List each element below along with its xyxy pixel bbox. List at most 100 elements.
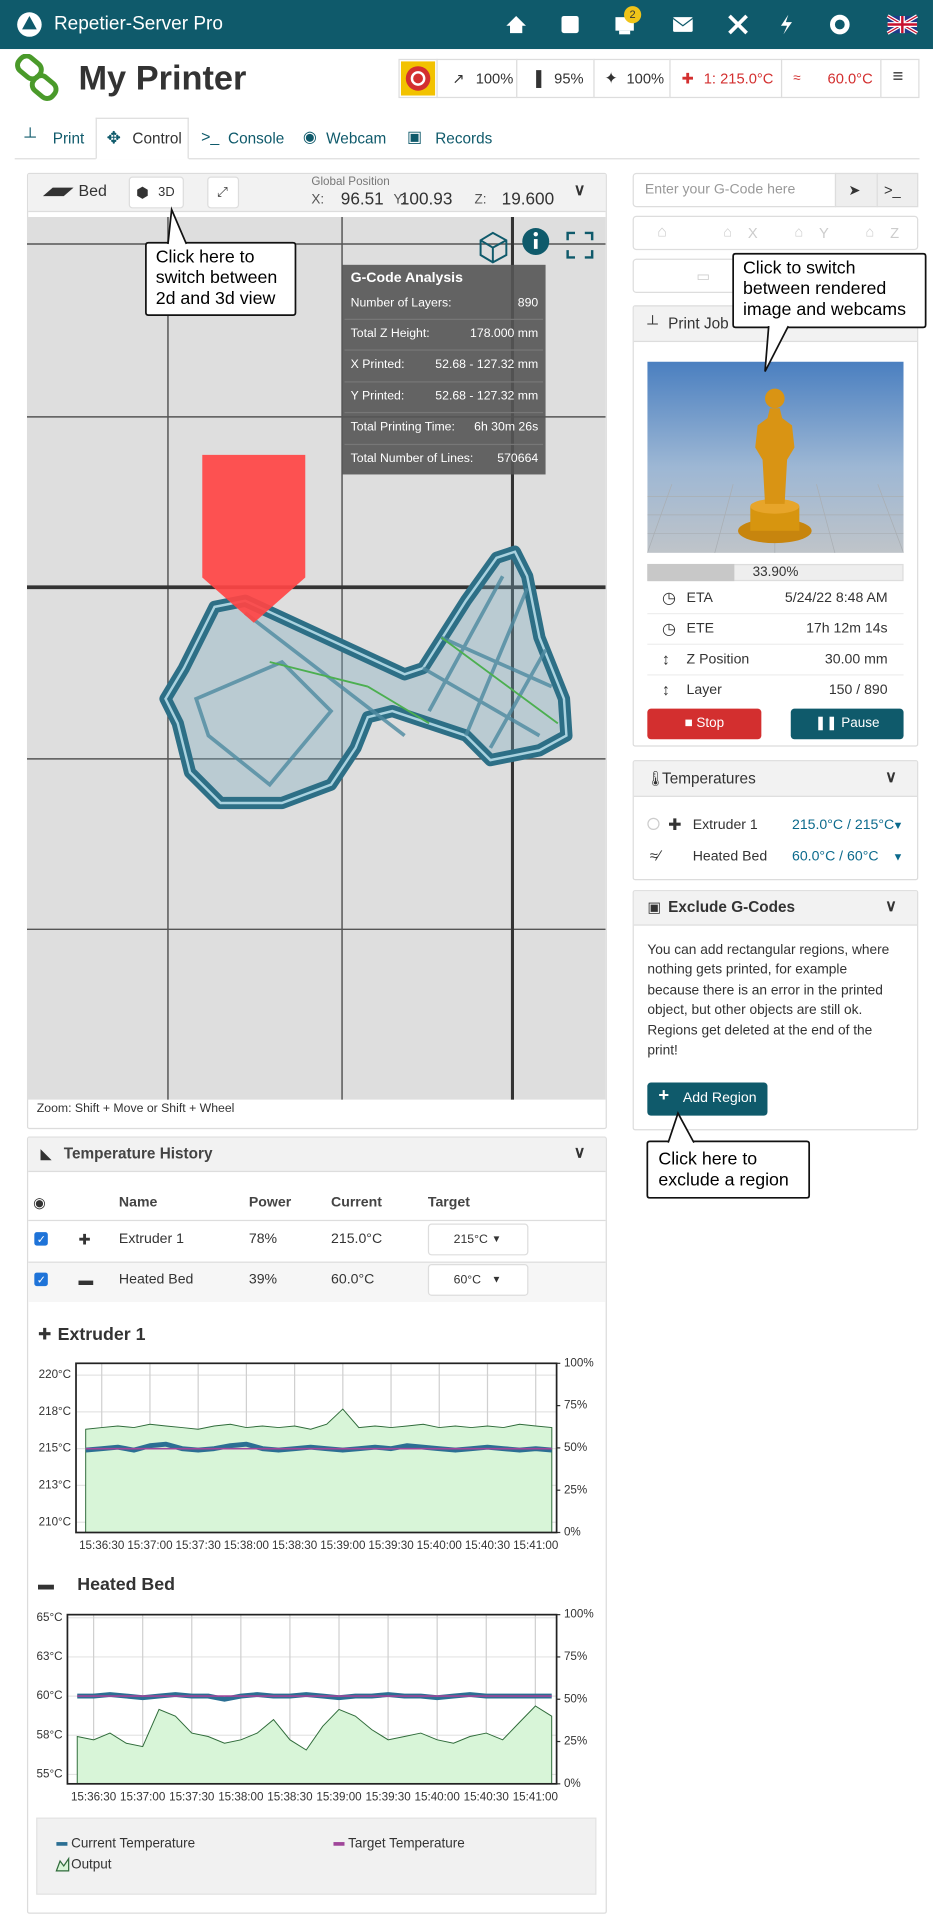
- z-position: 19.600: [501, 188, 555, 209]
- radio[interactable]: [647, 817, 660, 831]
- tab-line: [14, 158, 920, 160]
- chevron[interactable]: ∨: [885, 767, 897, 786]
- home-icon[interactable]: ⌂: [794, 223, 804, 241]
- bed-temp: 60.0°C: [827, 69, 873, 88]
- progress-label: 33.90%: [752, 565, 799, 580]
- gcode-input[interactable]: [632, 172, 837, 208]
- pause-button[interactable]: [790, 708, 904, 740]
- archive-icon[interactable]: [561, 15, 579, 34]
- table-header: [28, 1184, 606, 1222]
- position-label: Global Position: [311, 175, 390, 189]
- print-job-icon: ┴: [647, 315, 658, 333]
- chevron[interactable]: ∨: [885, 896, 897, 915]
- home-z[interactable]: Z: [890, 224, 900, 242]
- row-icon: ↕: [662, 680, 671, 699]
- stop-label: ■ Stop: [647, 714, 761, 734]
- job-label: ETE: [686, 621, 714, 637]
- printer-name: My Printer: [78, 58, 247, 97]
- tab[interactable]: Records: [435, 129, 493, 148]
- decoration: [22, 15, 37, 30]
- home-icon[interactable]: ⌂: [865, 223, 875, 241]
- pause-text: Pause: [841, 715, 880, 731]
- extra-icon: ▭: [696, 267, 711, 285]
- target-dropdown[interactable]: [427, 1264, 529, 1296]
- menu-button[interactable]: [880, 58, 920, 99]
- exclude-title: Exclude G-Codes: [668, 898, 796, 916]
- decoration: [750, 498, 800, 514]
- row-separator: [647, 674, 904, 676]
- fullscreen-icon[interactable]: [728, 14, 748, 35]
- chevron[interactable]: ∨: [573, 1142, 586, 1162]
- checkbox[interactable]: [34, 1272, 48, 1287]
- analysis-value: 178.000 mm: [470, 327, 539, 341]
- decoration: [410, 71, 426, 86]
- expand-button[interactable]: [207, 176, 240, 209]
- row-icon: ◷: [662, 619, 676, 638]
- dropdown-caret[interactable]: ▼: [892, 850, 904, 864]
- tab[interactable]: Control: [132, 129, 182, 148]
- fan-icon: ✦: [604, 68, 618, 88]
- heater-temp[interactable]: 215.0°C / 215°C: [791, 817, 895, 833]
- tab[interactable]: Console: [228, 129, 285, 148]
- extruder-box[interactable]: [669, 58, 783, 99]
- checkbox[interactable]: [34, 1232, 48, 1246]
- app-name: Repetier-Server Pro: [53, 13, 223, 35]
- job-label: Layer: [686, 682, 722, 698]
- console-icon: >_: [883, 181, 901, 199]
- chevron[interactable]: ∨: [573, 180, 586, 199]
- job-label: Z Position: [686, 652, 750, 667]
- messages-icon[interactable]: [673, 17, 693, 32]
- tab[interactable]: Print: [52, 129, 85, 148]
- heater-power: 39%: [248, 1272, 278, 1288]
- expand-icon: ⤢: [217, 185, 228, 200]
- tab[interactable]: Webcam: [326, 129, 387, 148]
- extruder-icon: ✚: [668, 815, 682, 834]
- decoration: [765, 388, 785, 409]
- bed-view[interactable]: [26, 217, 606, 1100]
- home-all[interactable]: ⌂: [657, 221, 667, 241]
- speed-box[interactable]: [436, 58, 518, 99]
- bed-box[interactable]: [780, 58, 882, 99]
- power-icon[interactable]: [780, 14, 792, 35]
- column-header: Name: [118, 1195, 158, 1211]
- home-x[interactable]: X: [747, 224, 758, 242]
- settings-icon[interactable]: [830, 14, 850, 35]
- x-label: X:: [311, 192, 325, 208]
- home-icon[interactable]: ⌂: [723, 223, 733, 241]
- decoration: [533, 231, 538, 237]
- heater-temp[interactable]: 60.0°C / 60°C: [791, 849, 879, 865]
- extruder-temp: 1: 215.0°C: [703, 69, 774, 88]
- bed-title: Bed: [78, 181, 107, 200]
- visibility-icon: ◉: [33, 1194, 46, 1212]
- decoration: [533, 239, 538, 249]
- temperatures-title: Temperatures: [662, 769, 756, 788]
- analysis-label: X Printed:: [350, 357, 405, 372]
- dropdown-caret: ▼: [491, 1273, 502, 1285]
- check-mark: ✓: [36, 1233, 47, 1246]
- dropdown-caret[interactable]: ▼: [892, 818, 904, 832]
- decoration: [422, 575, 553, 749]
- active-tab: [95, 117, 189, 160]
- progress-bar: [647, 563, 735, 582]
- pause-label: ❚❚ Pause: [791, 714, 904, 734]
- decoration: [193, 611, 406, 788]
- analysis-separator: [344, 318, 544, 320]
- row-icon: ◷: [662, 588, 676, 607]
- add-region-button[interactable]: [647, 1082, 768, 1116]
- stop-button[interactable]: [647, 708, 762, 740]
- send-button[interactable]: [834, 172, 878, 208]
- flow-box[interactable]: [516, 58, 595, 99]
- plus-icon: +: [658, 1085, 670, 1106]
- target-dropdown[interactable]: [427, 1223, 529, 1256]
- job-value: 17h 12m 14s: [806, 621, 888, 637]
- bed-header: [28, 174, 606, 213]
- send-icon: ➤: [848, 181, 861, 199]
- console-button[interactable]: [876, 172, 919, 208]
- home-icon[interactable]: [506, 15, 526, 34]
- print-preview[interactable]: [647, 361, 904, 553]
- view-toggle[interactable]: [128, 176, 184, 209]
- home-y[interactable]: Y: [818, 224, 829, 242]
- heater-current: 215.0°C: [331, 1232, 383, 1247]
- column-header: Target: [427, 1195, 470, 1211]
